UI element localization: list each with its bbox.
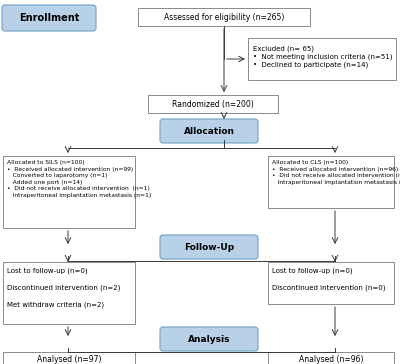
Bar bbox=[3, 352, 135, 364]
Bar bbox=[248, 38, 396, 80]
Text: Enrollment: Enrollment bbox=[19, 13, 79, 23]
Text: Lost to follow-up (n=0)

Discontinued intervention (n=0): Lost to follow-up (n=0) Discontinued int… bbox=[272, 268, 386, 291]
Bar bbox=[268, 156, 394, 208]
FancyBboxPatch shape bbox=[2, 5, 96, 31]
Text: Excluded (n= 65)
•  Not meeting inclusion criteria (n=51)
•  Declined to partici: Excluded (n= 65) • Not meeting inclusion… bbox=[253, 45, 392, 68]
Bar bbox=[3, 262, 135, 324]
FancyBboxPatch shape bbox=[160, 119, 258, 143]
Bar bbox=[3, 156, 135, 228]
Text: Analysis: Analysis bbox=[188, 335, 230, 344]
Bar bbox=[268, 352, 394, 364]
Bar bbox=[268, 262, 394, 304]
Text: Assessed for eligibility (n=265): Assessed for eligibility (n=265) bbox=[164, 12, 284, 21]
Text: Allocated to CLS (n=100)
•  Received allocated intervention (n=96)
•  Did not re: Allocated to CLS (n=100) • Received allo… bbox=[272, 160, 400, 185]
Text: Allocated to SILS (n=100)
•  Received allocated intervention (n=99)
   Converted: Allocated to SILS (n=100) • Received all… bbox=[7, 160, 151, 198]
FancyBboxPatch shape bbox=[160, 235, 258, 259]
FancyBboxPatch shape bbox=[160, 327, 258, 351]
Text: Analysed (n=97): Analysed (n=97) bbox=[37, 356, 101, 364]
Text: Allocation: Allocation bbox=[184, 127, 234, 135]
Text: Randomized (n=200): Randomized (n=200) bbox=[172, 99, 254, 108]
Text: Lost to follow-up (n=0)

Discontinued intervention (n=2)

Met withdraw criteria : Lost to follow-up (n=0) Discontinued int… bbox=[7, 268, 120, 308]
Bar bbox=[148, 95, 278, 113]
Bar bbox=[138, 8, 310, 26]
Text: Analysed (n=96): Analysed (n=96) bbox=[299, 356, 363, 364]
Text: Follow-Up: Follow-Up bbox=[184, 242, 234, 252]
